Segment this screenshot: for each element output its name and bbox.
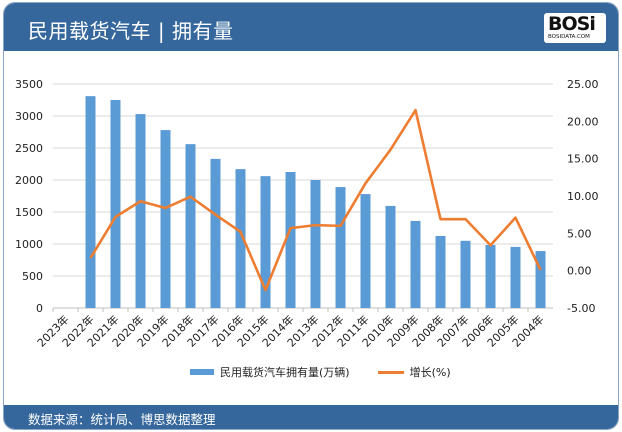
bar-2019年 — [160, 130, 171, 308]
bar-2018年 — [185, 144, 196, 308]
bosi-logo: BOSi BOSIDATA.COM — [544, 13, 606, 43]
bar-2007年 — [460, 240, 471, 308]
bar-2012年 — [335, 187, 346, 308]
bar-2014年 — [285, 172, 296, 308]
y-right-tick-label: 15.00 — [567, 153, 599, 166]
y-right-tick-label: 5.00 — [567, 227, 592, 240]
bar-2008年 — [435, 236, 446, 308]
y-left-tick-label: 3000 — [15, 110, 43, 123]
bar-2009年 — [410, 220, 421, 308]
y-right-tick-label: 25.00 — [567, 78, 599, 91]
bar-2017年 — [210, 158, 221, 308]
y-left-tick-label: 3500 — [15, 78, 43, 91]
y-right-tick-label: 10.00 — [567, 190, 599, 203]
bar-2021年 — [110, 100, 121, 308]
bar-2015年 — [260, 176, 271, 308]
y-right-tick-label: -5.00 — [567, 302, 595, 315]
bar-2006年 — [485, 244, 496, 308]
y-right-tick-label: 20.00 — [567, 115, 599, 128]
y-left-tick-label: 0 — [36, 302, 43, 315]
bar-2020年 — [135, 114, 146, 308]
bar-2005年 — [510, 246, 521, 308]
y-left-tick-label: 500 — [22, 270, 43, 283]
legend: 民用载货汽车拥有量(万辆) 增长(%) — [190, 364, 451, 380]
legend-bar-label: 民用载货汽车拥有量(万辆) — [220, 366, 350, 379]
data-source: 数据来源：统计局、博思数据整理 — [28, 412, 216, 427]
y-right-tick-label: 0.00 — [567, 265, 592, 278]
footer-bar: 数据来源：统计局、博思数据整理 — [4, 405, 618, 429]
header-bar: 民用载货汽车 | 拥有量 BOSi BOSIDATA.COM — [4, 3, 618, 51]
y-left-tick-label: 1000 — [15, 238, 43, 251]
legend-bar-swatch — [190, 369, 214, 375]
y-left-tick-label: 2500 — [15, 142, 43, 155]
bar-2022年 — [85, 96, 96, 308]
bar-2013年 — [310, 180, 321, 308]
chart-card: 民用载货汽车 | 拥有量 BOSi BOSIDATA.COM 数据来源：统计局、… — [3, 2, 619, 430]
legend-line-label: 增长(%) — [409, 366, 451, 379]
page-title: 民用载货汽车 | 拥有量 — [28, 19, 234, 43]
y-left-tick-label: 1500 — [15, 206, 43, 219]
bar-2011年 — [360, 194, 371, 308]
bar-2004年 — [535, 251, 546, 308]
legend-line-swatch — [377, 370, 404, 374]
y-left-tick-label: 2000 — [15, 174, 43, 187]
bar-2010年 — [385, 205, 396, 308]
bar-2016年 — [235, 169, 246, 308]
